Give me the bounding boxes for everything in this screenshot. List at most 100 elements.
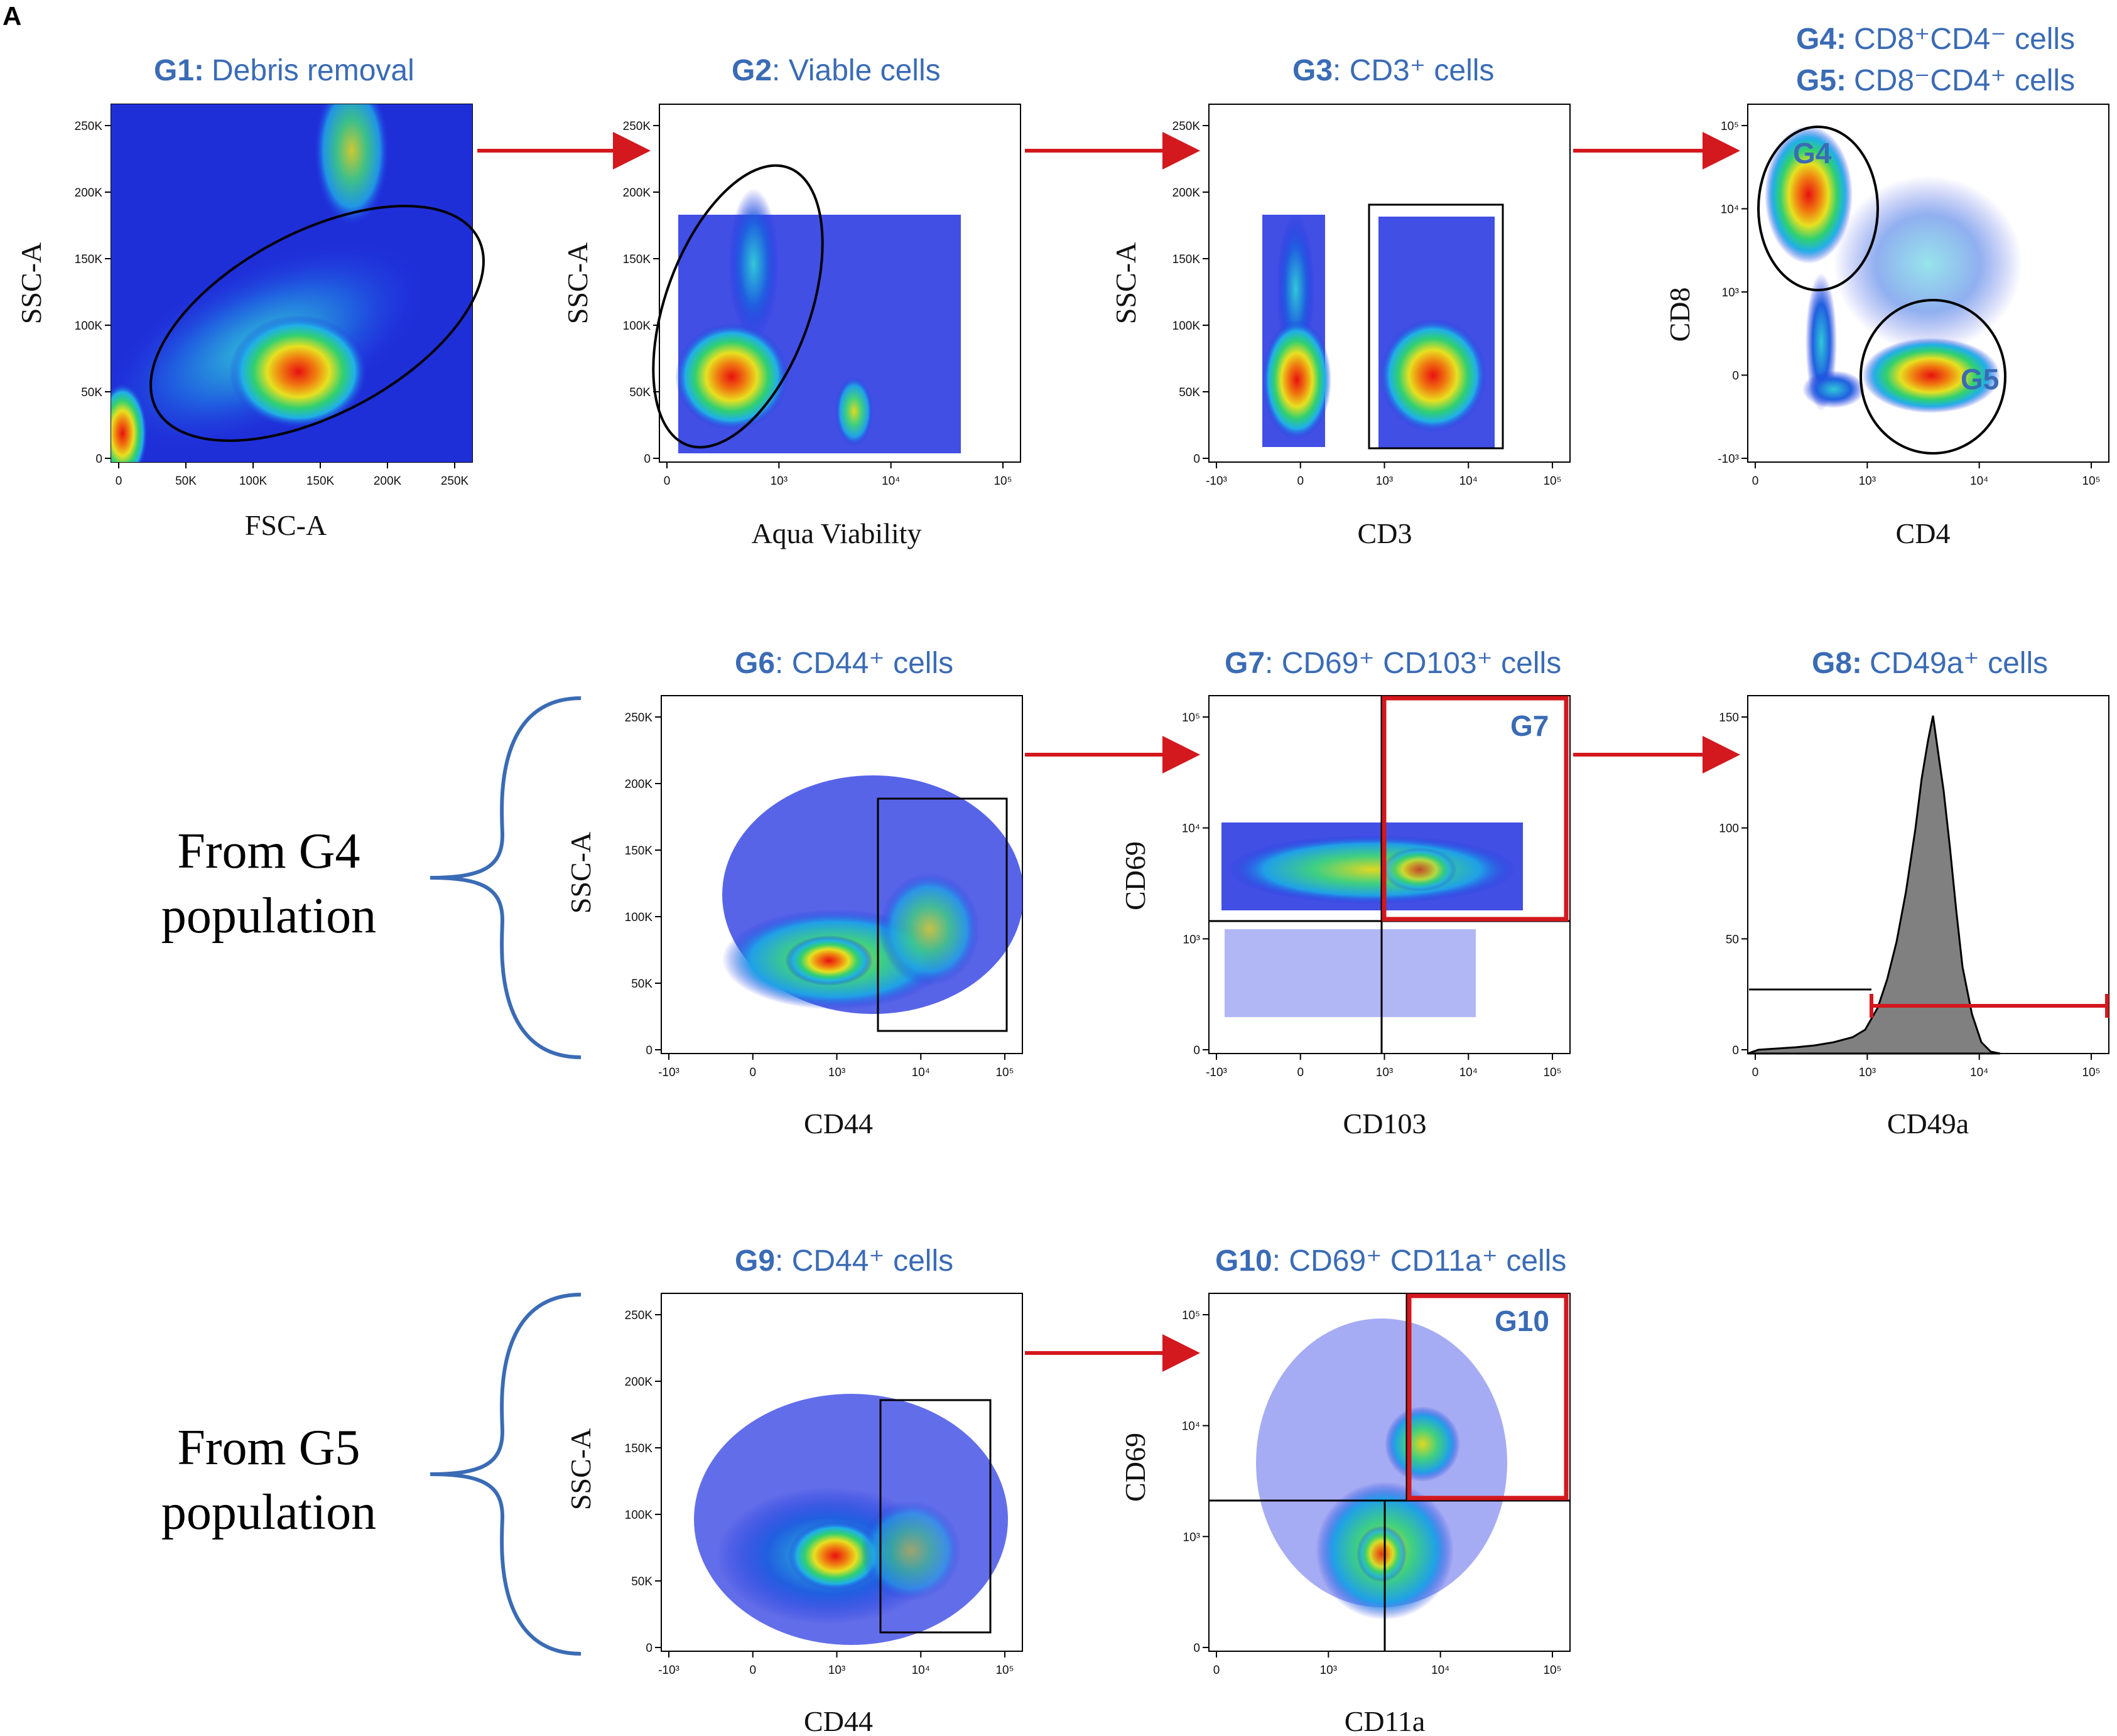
xlabel-g3: CD3 <box>1358 517 1412 549</box>
ytick-label: 250K <box>625 1309 653 1322</box>
ytick-label: 0 <box>646 1642 652 1655</box>
ytick-label: 100K <box>623 320 651 333</box>
xtick-label: 100K <box>239 475 268 488</box>
title-g6: G6: CD44⁺ cells <box>735 647 953 680</box>
gate-g10 <box>1407 1293 1569 1501</box>
flow-arrows <box>477 132 1740 1372</box>
plot-g7-density <box>1221 822 1523 1017</box>
xtick-label: -10³ <box>1206 1066 1227 1079</box>
xtick-label: 10⁴ <box>912 1066 930 1079</box>
xtick-label: 0 <box>116 475 122 488</box>
plot-g6-density <box>722 775 1022 1014</box>
from-g5-line1: From G5 <box>177 1420 360 1475</box>
gate-g1 <box>149 205 485 442</box>
ytick-label: 100 <box>1719 822 1739 836</box>
xtick-label: 10³ <box>771 475 788 488</box>
plot-g1-density <box>111 104 472 462</box>
ylabel-g7: CD69 <box>1119 841 1151 910</box>
xtick-label: 10⁵ <box>995 1066 1014 1079</box>
ytick-label: 250K <box>625 711 653 725</box>
gate-g2 <box>652 164 824 449</box>
xtick-label: 10⁴ <box>1431 1664 1449 1677</box>
ytick-label: 50K <box>631 978 652 991</box>
gate-g5 <box>1860 299 2006 455</box>
title-g9-text: : CD44⁺ cells <box>775 1244 953 1278</box>
title-g8: G8: CD49a⁺ cells <box>1812 647 2048 680</box>
gate-g3 <box>1368 203 1504 450</box>
ytick-label: 10³ <box>1183 1531 1200 1544</box>
xtick-label: 0 <box>749 1664 756 1677</box>
ytick-label: 0 <box>1193 1044 1200 1057</box>
xlabel-g1: FSC-A <box>245 509 327 541</box>
xtick-label: 10⁴ <box>1970 475 1988 488</box>
title-g9-gate: G9 <box>735 1244 775 1278</box>
ytick-label: 0 <box>646 1044 652 1057</box>
ytick-label: 10⁵ <box>1721 120 1739 133</box>
ytick-label: 10³ <box>1722 286 1739 299</box>
ytick-label: 50 <box>1726 933 1739 946</box>
ytick-label: 100K <box>625 1509 653 1522</box>
ytick-label: 100K <box>625 911 653 924</box>
title-g1: G1: Debris removal <box>154 54 414 87</box>
plot-g2: Aqua Viability SSC-A <box>561 104 1021 549</box>
xtick-label: 10⁵ <box>995 1664 1014 1677</box>
xtick-label: 250K <box>441 475 469 488</box>
xtick-label: 0 <box>1297 475 1304 488</box>
title-g1-gate: G1: <box>154 54 204 87</box>
ytick-label: 100K <box>1172 320 1201 333</box>
ytick-label: 250K <box>75 120 103 133</box>
ytick-label: 150 <box>1719 711 1739 725</box>
xlabel-g9: CD44 <box>804 1705 873 1736</box>
ytick-label: 0 <box>95 453 102 466</box>
plot-g9: CD44 SSC-A <box>565 1293 1023 1736</box>
ytick-label: 250K <box>623 120 651 133</box>
plot-g4g5: G4 G5 CD4 CD8 <box>1664 104 2109 549</box>
title-g8-gate: G8: <box>1812 647 1862 680</box>
xtick-label: 10⁵ <box>1543 1066 1561 1079</box>
plot-g4g5-density <box>1765 126 2022 413</box>
title-g10-gate: G10 <box>1215 1244 1272 1278</box>
title-g2-text: : Viable cells <box>772 54 941 87</box>
ylabel-g1: SSC-A <box>15 242 47 324</box>
ytick-label: 50K <box>629 386 651 399</box>
title-g7-text: : CD69⁺ CD103⁺ cells <box>1265 647 1561 680</box>
ytick-label: 200K <box>625 778 653 791</box>
xtick-label: -10³ <box>658 1066 679 1079</box>
gate-label-g4: G4 <box>1793 137 1832 170</box>
ytick-label: 10⁵ <box>1182 711 1200 725</box>
tick-labels: 0 50K 100K 150K 200K 250K 0 50K 100K 150K 200K 250K… <box>75 120 2101 1677</box>
xtick-label: 10⁴ <box>1459 1066 1478 1079</box>
gate-g7 <box>1382 696 1569 922</box>
ytick-label: 100K <box>75 320 103 333</box>
xtick-label: 10³ <box>1859 475 1876 488</box>
xtick-label: 10⁵ <box>1543 1664 1561 1677</box>
title-g1-text: Debris removal <box>212 54 414 87</box>
title-g5-gate: G5: <box>1796 64 1846 97</box>
title-g7-gate: G7 <box>1225 647 1265 680</box>
title-g3-text: : CD3⁺ cells <box>1333 54 1494 87</box>
ylabel-g2: SSC-A <box>561 242 593 324</box>
plot-g10: G10 CD11a CD69 <box>1119 1293 1571 1736</box>
from-g4-line2: population <box>161 888 376 944</box>
xtick-label: 10⁴ <box>912 1664 930 1677</box>
plot-g2-density <box>675 188 961 453</box>
from-g5-line2: population <box>161 1485 376 1540</box>
ytick-label: 50K <box>81 386 102 399</box>
title-g3: G3: CD3⁺ cells <box>1292 54 1494 87</box>
plot-g8: CD49a <box>1747 695 2109 1140</box>
gate-g9 <box>879 1399 992 1634</box>
title-g3-gate: G3 <box>1292 54 1333 87</box>
ytick-label: 150K <box>625 844 653 858</box>
title-g5: G5: CD8⁻CD4⁺ cells <box>1796 64 2075 97</box>
xtick-label: 50K <box>175 475 197 488</box>
xlabel-g10: CD11a <box>1345 1705 1426 1736</box>
ytick-label: -10³ <box>1718 453 1739 466</box>
ylabel-g3: SSC-A <box>1110 242 1142 324</box>
title-g5-text: CD8⁻CD4⁺ cells <box>1854 64 2075 97</box>
ytick-label: 50K <box>1179 386 1200 399</box>
xtick-label: 10⁴ <box>882 475 900 488</box>
xtick-label: 10⁵ <box>994 475 1012 488</box>
title-g2: G2: Viable cells <box>732 54 941 87</box>
ytick-label: 10⁴ <box>1182 822 1200 836</box>
